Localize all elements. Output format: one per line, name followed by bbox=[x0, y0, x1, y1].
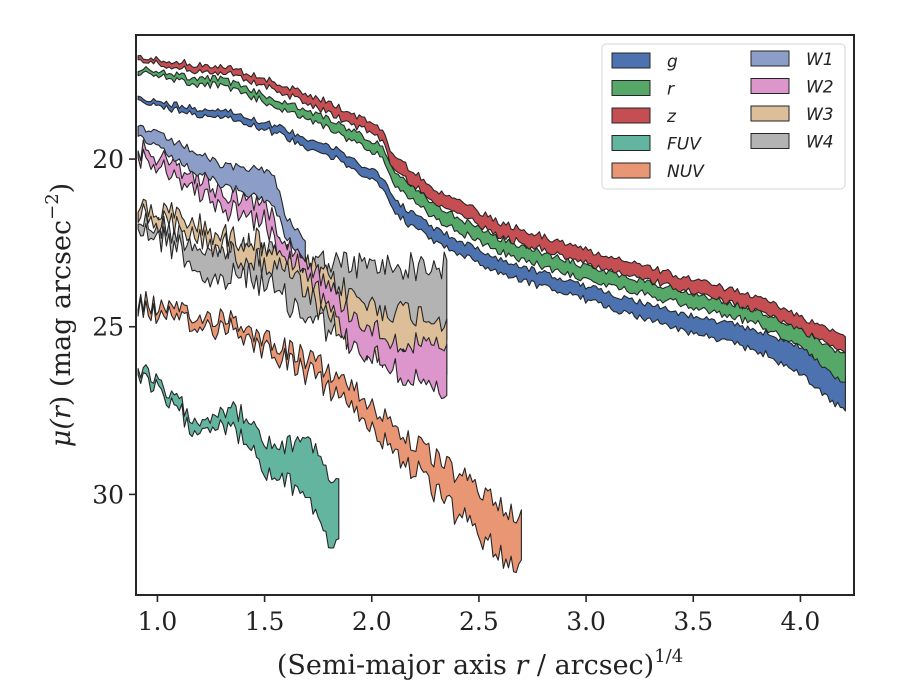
legend-swatch-fuv bbox=[611, 135, 651, 151]
x-tick-label: 3.5 bbox=[673, 607, 713, 636]
band-fuv bbox=[137, 364, 340, 549]
y-tick-label: 20 bbox=[92, 145, 124, 174]
y-tick-label: 25 bbox=[92, 313, 124, 342]
x-tick-label: 1.5 bbox=[245, 607, 285, 636]
x-tick-label: 2.0 bbox=[352, 607, 392, 636]
x-axis: 1.0 1.5 2.0 2.5 3.0 3.5 4.0 bbox=[138, 595, 821, 636]
legend-swatch-nuv bbox=[611, 162, 651, 179]
legend-swatch-w2 bbox=[750, 78, 790, 94]
x-axis-label: (Semi-major axis r / arcsec)1/4 bbox=[277, 646, 683, 681]
band-w2 bbox=[137, 139, 448, 400]
legend-swatch-z bbox=[611, 107, 651, 124]
x-tick-label: 1.0 bbox=[138, 607, 178, 636]
legend-label-r: r bbox=[667, 80, 675, 100]
legend-swatch-g bbox=[611, 52, 651, 69]
legend-label-fuv: FUV bbox=[667, 135, 702, 155]
legend-swatch-w4 bbox=[750, 133, 790, 149]
legend-label-w1: W1 bbox=[806, 50, 834, 70]
y-tick-label: 30 bbox=[92, 480, 124, 509]
band-z bbox=[137, 54, 846, 354]
profile-bands bbox=[137, 54, 846, 574]
legend-swatch-w3 bbox=[750, 105, 790, 122]
band-w1 bbox=[137, 124, 306, 263]
legend-swatch-r bbox=[611, 80, 651, 96]
x-tick-label: 2.5 bbox=[459, 607, 499, 636]
legend: grz FUV NUV W1 W2 W3 W4 bbox=[601, 43, 846, 190]
band-g bbox=[137, 95, 846, 412]
legend-label-w2: W2 bbox=[806, 78, 834, 98]
y-axis-label: μ(r) (mag arcsec−2) bbox=[42, 183, 77, 447]
legend-label-w3: W3 bbox=[806, 105, 834, 125]
x-tick-label: 4.0 bbox=[781, 607, 821, 636]
legend-label-w4: W4 bbox=[806, 133, 834, 153]
y-axis: 20 25 30 bbox=[92, 145, 136, 509]
legend-label-nuv: NUV bbox=[667, 162, 705, 182]
band-r bbox=[137, 66, 846, 383]
legend-label-g: g bbox=[667, 52, 678, 72]
band-nuv bbox=[137, 290, 522, 574]
x-tick-label: 3.0 bbox=[566, 607, 606, 636]
legend-swatch-w1 bbox=[750, 50, 790, 67]
plot-frame bbox=[135, 34, 855, 596]
legend-label-z: z bbox=[666, 107, 677, 127]
